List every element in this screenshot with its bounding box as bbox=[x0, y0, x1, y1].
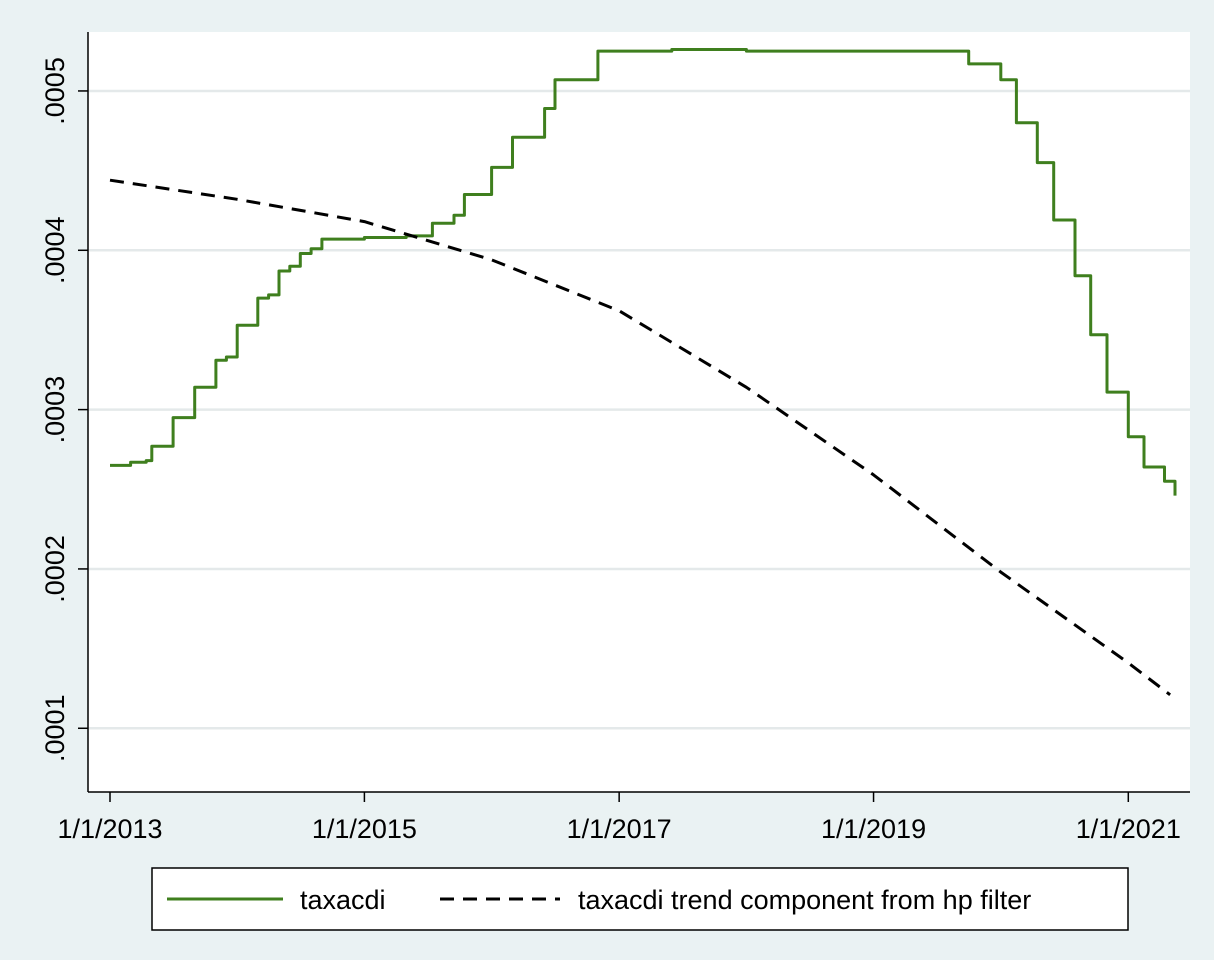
grid-lines bbox=[88, 89, 1190, 730]
series-line-taxacdi bbox=[110, 48, 1177, 496]
legend-label-taxacdi: taxacdi bbox=[300, 885, 386, 915]
plot-background bbox=[88, 32, 1190, 792]
x-axis-ticks: 1/1/2013 1/1/2015 1/1/2017 1/1/2019 1/1/2021 bbox=[57, 792, 1181, 844]
x-tick-label: 1/1/2019 bbox=[821, 814, 926, 844]
legend-label-trend: taxacdi trend component from hp filter bbox=[578, 885, 1031, 915]
axes bbox=[87, 32, 1190, 793]
y-tick-label: .0004 bbox=[40, 216, 70, 284]
legend: taxacdi taxacdi trend component from hp … bbox=[151, 867, 1129, 931]
x-tick-label: 1/1/2013 bbox=[57, 814, 162, 844]
x-tick-label: 1/1/2021 bbox=[1076, 814, 1181, 844]
y-tick-label: .0003 bbox=[40, 376, 70, 444]
y-tick-label: .0002 bbox=[40, 535, 70, 603]
series-layer bbox=[109, 48, 1177, 696]
legend-box bbox=[151, 867, 1129, 931]
series-line-trend bbox=[109, 178, 1172, 696]
x-tick-label: 1/1/2017 bbox=[567, 814, 672, 844]
x-tick-label: 1/1/2015 bbox=[312, 814, 417, 844]
y-axis-ticks: .0001 .0002 .0003 .0004 .0005 bbox=[40, 57, 88, 762]
y-tick-label: .0005 bbox=[40, 57, 70, 125]
y-tick-label: .0001 bbox=[40, 694, 70, 762]
